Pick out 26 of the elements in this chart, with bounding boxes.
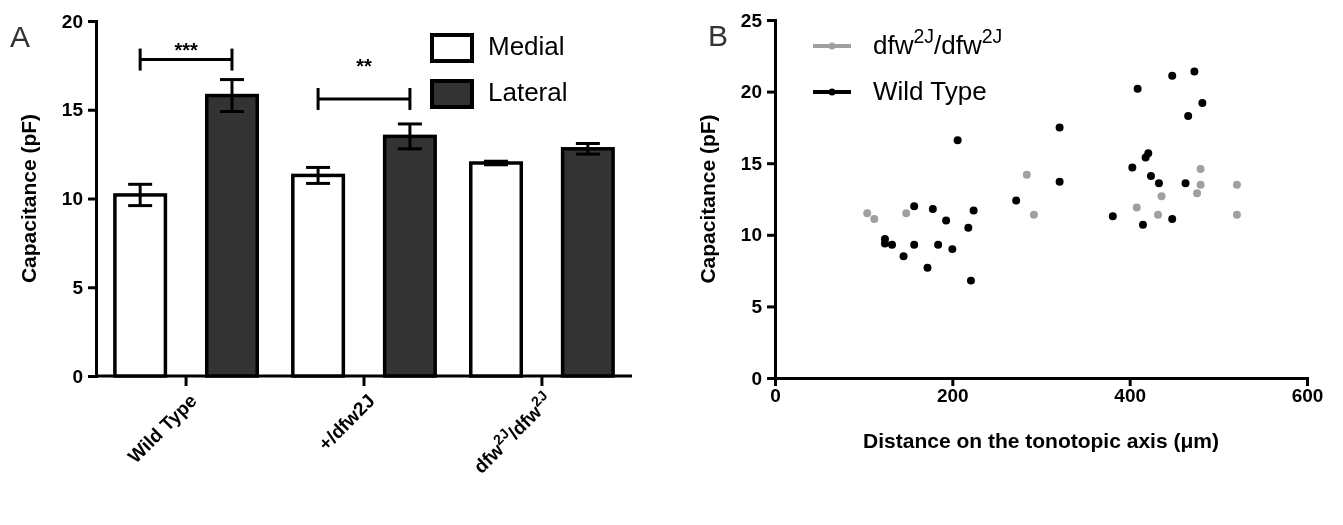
- chart-title: B: [708, 19, 729, 52]
- y-tick-label: 25: [740, 9, 763, 31]
- legend-label: Medial: [488, 31, 565, 61]
- x-tick-label: 600: [1291, 385, 1324, 407]
- y-tick-label: 0: [751, 367, 762, 389]
- chart-title: A: [10, 20, 31, 53]
- y-tick-label: 0: [72, 365, 83, 387]
- annotation: ***: [174, 38, 198, 61]
- y-axis-title: Capacitance (pF): [17, 113, 40, 284]
- legend-label: dfw$^{2J}$/dfw$^{2J}$: [873, 25, 1003, 60]
- legend-label: Wild Type: [873, 76, 987, 106]
- legend-label: Lateral: [488, 77, 568, 107]
- x-axis-title: Distance on the tonotopic axis (μm): [863, 429, 1219, 452]
- y-tick-label: 10: [61, 188, 83, 210]
- y-axis-title: Capacitance (pF): [696, 114, 719, 284]
- y-tick-label: 5: [751, 295, 763, 317]
- y-tick-label: 15: [740, 152, 763, 174]
- x-tick-label: 0: [770, 385, 781, 407]
- x-tick-label: 400: [1114, 385, 1147, 407]
- x-tick-label: 200: [936, 385, 969, 407]
- annotation: **: [356, 54, 372, 77]
- y-tick-label: 10: [740, 224, 762, 246]
- y-tick-label: 15: [61, 99, 84, 121]
- y-tick-label: 20: [61, 10, 83, 32]
- y-tick-label: 20: [740, 81, 762, 103]
- y-tick-label: 5: [72, 276, 84, 298]
